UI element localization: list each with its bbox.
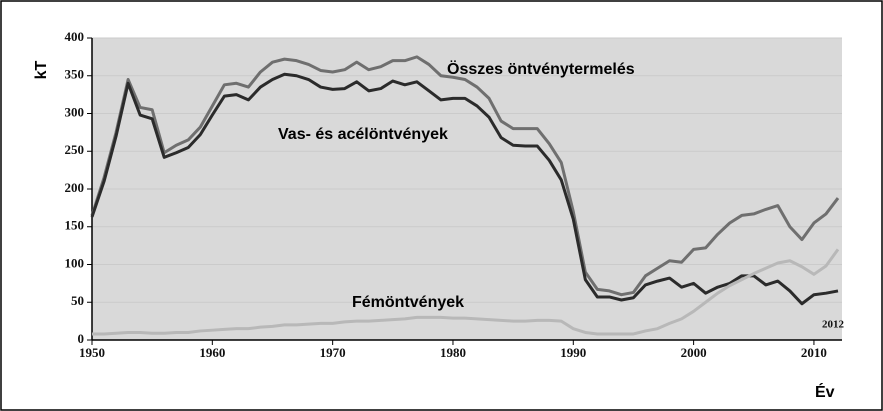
y-tick-label: 300 <box>65 104 85 119</box>
y-tick-label: 50 <box>71 293 84 308</box>
series-line <box>92 248 840 336</box>
y-tick-label: 0 <box>78 331 85 346</box>
x-tick-label: 2000 <box>681 345 707 360</box>
series-line <box>90 72 839 306</box>
annotation: 2012 <box>822 319 845 331</box>
y-tick-label: 100 <box>65 255 85 270</box>
series-line <box>90 55 840 297</box>
x-tick-label: 2010 <box>801 345 827 360</box>
x-tick-label: 1980 <box>440 345 466 360</box>
annotation: Vas- és acélöntvények <box>278 126 448 143</box>
x-tick-label: 1950 <box>79 345 105 360</box>
y-axis-label: kT <box>33 60 50 79</box>
x-axis-label: Év <box>815 382 835 401</box>
annotation: Összes öntvénytermelés <box>447 59 635 78</box>
x-tick-label: 1970 <box>320 345 346 360</box>
annotation: Fémöntvények <box>352 294 464 311</box>
y-tick-label: 150 <box>65 218 85 233</box>
y-tick-label: 400 <box>65 29 85 44</box>
y-tick-label: 200 <box>65 180 85 195</box>
y-tick-label: 350 <box>65 67 85 82</box>
x-tick-label: 1960 <box>199 345 225 360</box>
y-tick-label: 250 <box>65 142 85 157</box>
x-tick-label: 1990 <box>560 345 586 360</box>
